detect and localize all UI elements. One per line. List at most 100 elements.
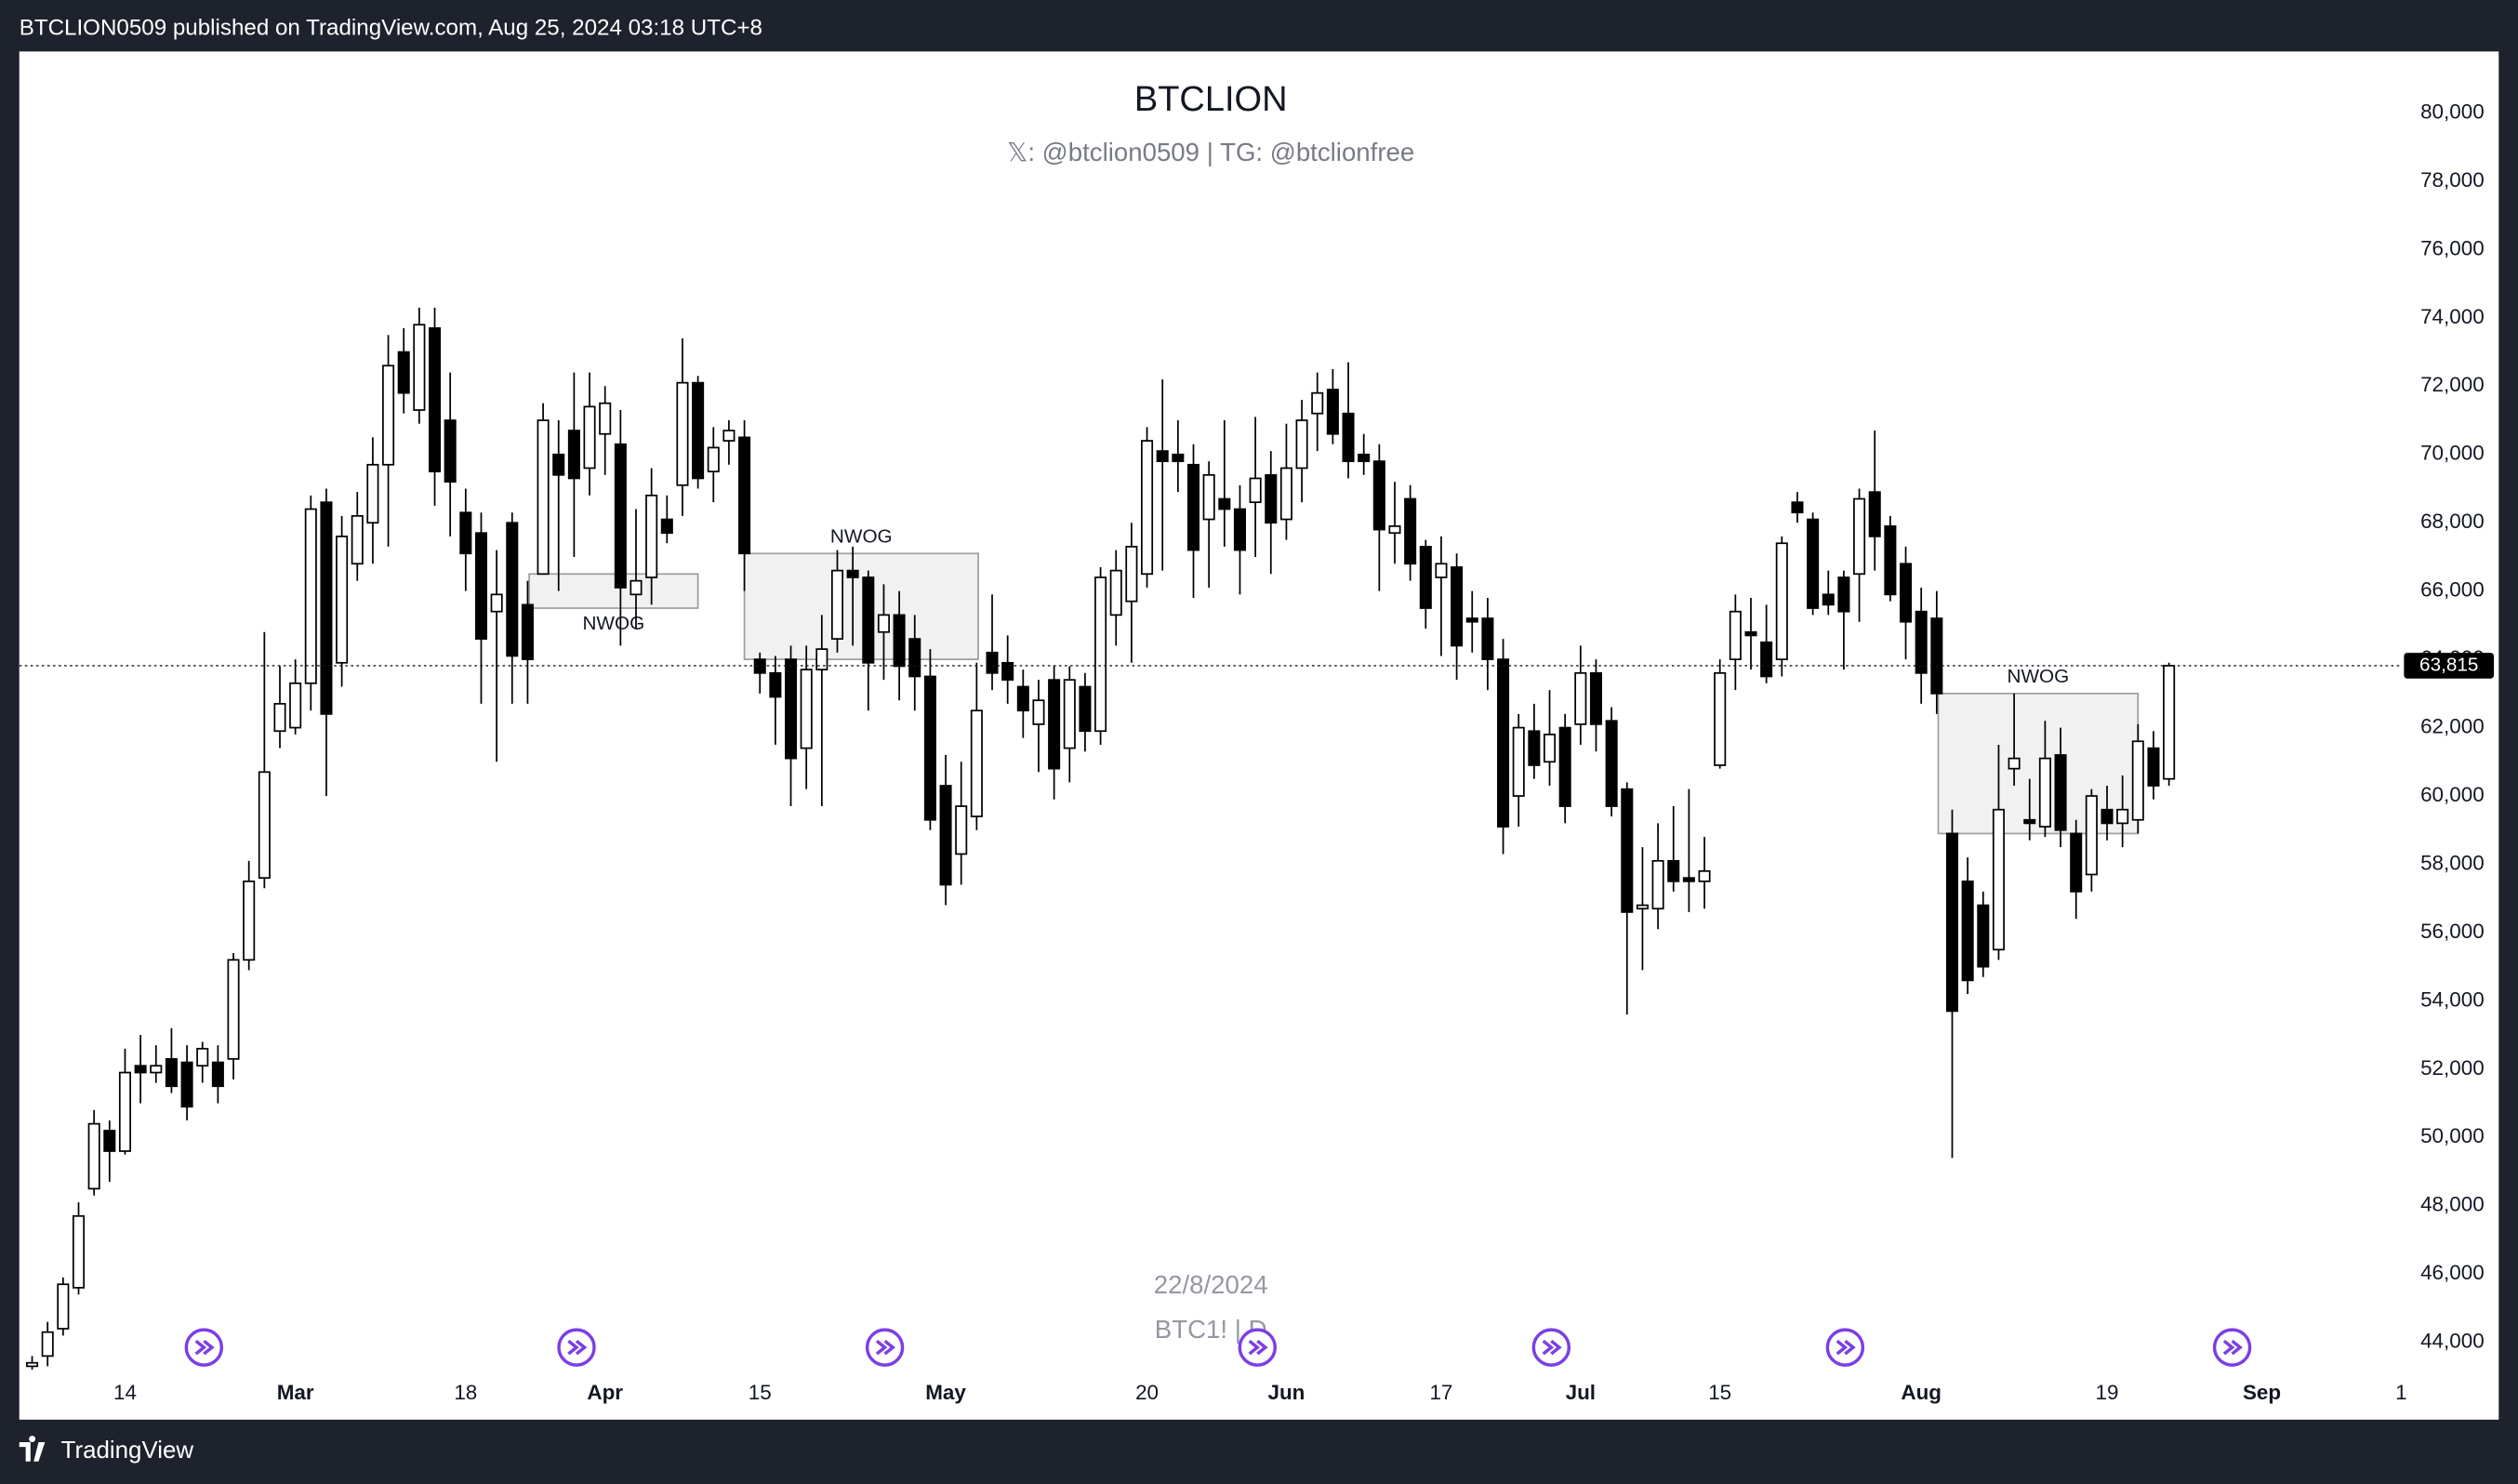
watermark-date: 22/8/2024 [1154,1270,1268,1299]
candle-body [1202,473,1215,521]
candle-body [1218,497,1231,510]
candle-body [2023,818,2036,825]
candle-body [1915,610,1928,674]
y-tick-label: 80,000 [2420,99,2485,123]
candle-body [444,419,457,484]
candle-body [1342,412,1355,462]
candle-body [567,430,580,480]
candle-body [150,1065,163,1074]
candle-body [1822,593,1835,606]
candle-body [785,658,798,760]
candle-body [1868,491,1881,537]
candle-body [366,463,379,524]
candle-body [645,494,658,578]
candle-body [103,1130,116,1152]
y-tick-label: 70,000 [2420,442,2485,465]
candle-body [2131,740,2144,821]
candle-body [722,430,736,442]
candle-body [1063,679,1076,749]
x-tick-label: Apr [587,1381,623,1404]
candle-body [1853,497,1866,576]
y-tick-label: 44,000 [2420,1330,2485,1353]
chart-panel [19,51,2499,1420]
candle-body [877,614,890,633]
candle-body [258,771,271,880]
y-tick-label: 50,000 [2420,1124,2485,1147]
candle-body [134,1065,147,1074]
candle-body [2085,795,2098,876]
event-icon[interactable] [865,1328,905,1367]
y-tick-label: 60,000 [2420,783,2485,806]
y-tick-label: 46,000 [2420,1261,2485,1284]
candle-body [382,364,395,466]
event-icon[interactable] [2212,1328,2252,1367]
zone-label: NWOG [2008,666,2070,687]
brand-logo[interactable]: TradingView [19,1436,194,1464]
candle-body [521,603,534,660]
candle-body [1651,859,1664,910]
y-tick-label: 52,000 [2420,1056,2485,1080]
candle-body [1295,419,1308,470]
candle-body [846,569,859,578]
candle-body [1265,473,1278,524]
event-markers [184,1328,2252,1367]
nwog-zone [743,552,979,660]
candle-body [1528,730,1541,766]
x-tick-label: Jun [1267,1381,1305,1404]
last-price-label: 63,815 [2419,654,2478,675]
candle-body [1992,808,2005,951]
event-icon[interactable] [1825,1328,1865,1367]
candle-body [2054,754,2067,831]
candle-body [893,614,906,668]
y-tick-label: 72,000 [2420,373,2485,396]
candle-body [1156,450,1169,462]
candle-body [1791,501,1804,514]
candle-body [552,453,565,476]
candle-body [599,402,612,435]
candle-body [1760,641,1773,678]
event-icon[interactable] [557,1328,596,1367]
candle-body [970,709,983,817]
candle-body [1512,726,1525,797]
chart-title: BTCLION [1134,80,1288,119]
last-price-tag [2404,653,2495,679]
candle-body [87,1122,100,1190]
y-tick-label: 74,000 [2420,305,2485,328]
candle-body [2038,757,2051,828]
candle-body [660,518,673,535]
candle-body [1388,525,1401,535]
candle-body [1311,391,1324,415]
candle-body [1465,617,1478,623]
candle-body [1775,542,1788,660]
candle-body [676,381,689,486]
candle-body [738,436,751,555]
candle-body [707,446,720,472]
candle-body [1326,389,1339,435]
candle-body [459,511,472,555]
candle-body [1372,460,1385,531]
candle-body [211,1061,224,1088]
candle-body [474,532,488,640]
candle-body [1172,453,1185,462]
candle-body [986,651,999,674]
candle-body [1900,563,1913,623]
candle-body [2147,747,2160,787]
zone-label: NWOG [830,525,893,547]
candle-body [1807,518,1820,609]
x-tick-label: 19 [2096,1381,2119,1404]
y-tick-label: 78,000 [2420,168,2485,192]
x-tick-label: Jul [1566,1381,1596,1404]
candle-body [1621,788,1634,913]
candle-body [506,522,519,657]
event-icon[interactable] [1238,1328,1277,1367]
candle-body [955,805,968,855]
candle-body [180,1061,193,1108]
candle-body [769,671,782,698]
candle-body [1481,617,1494,660]
event-icon[interactable] [184,1328,224,1367]
candle-body [1404,497,1417,565]
event-icon[interactable] [1531,1328,1571,1367]
candle-body [1279,467,1292,521]
plot-area: NWOG NWOG NWOG [19,307,2401,1371]
candle-body [1543,734,1557,763]
